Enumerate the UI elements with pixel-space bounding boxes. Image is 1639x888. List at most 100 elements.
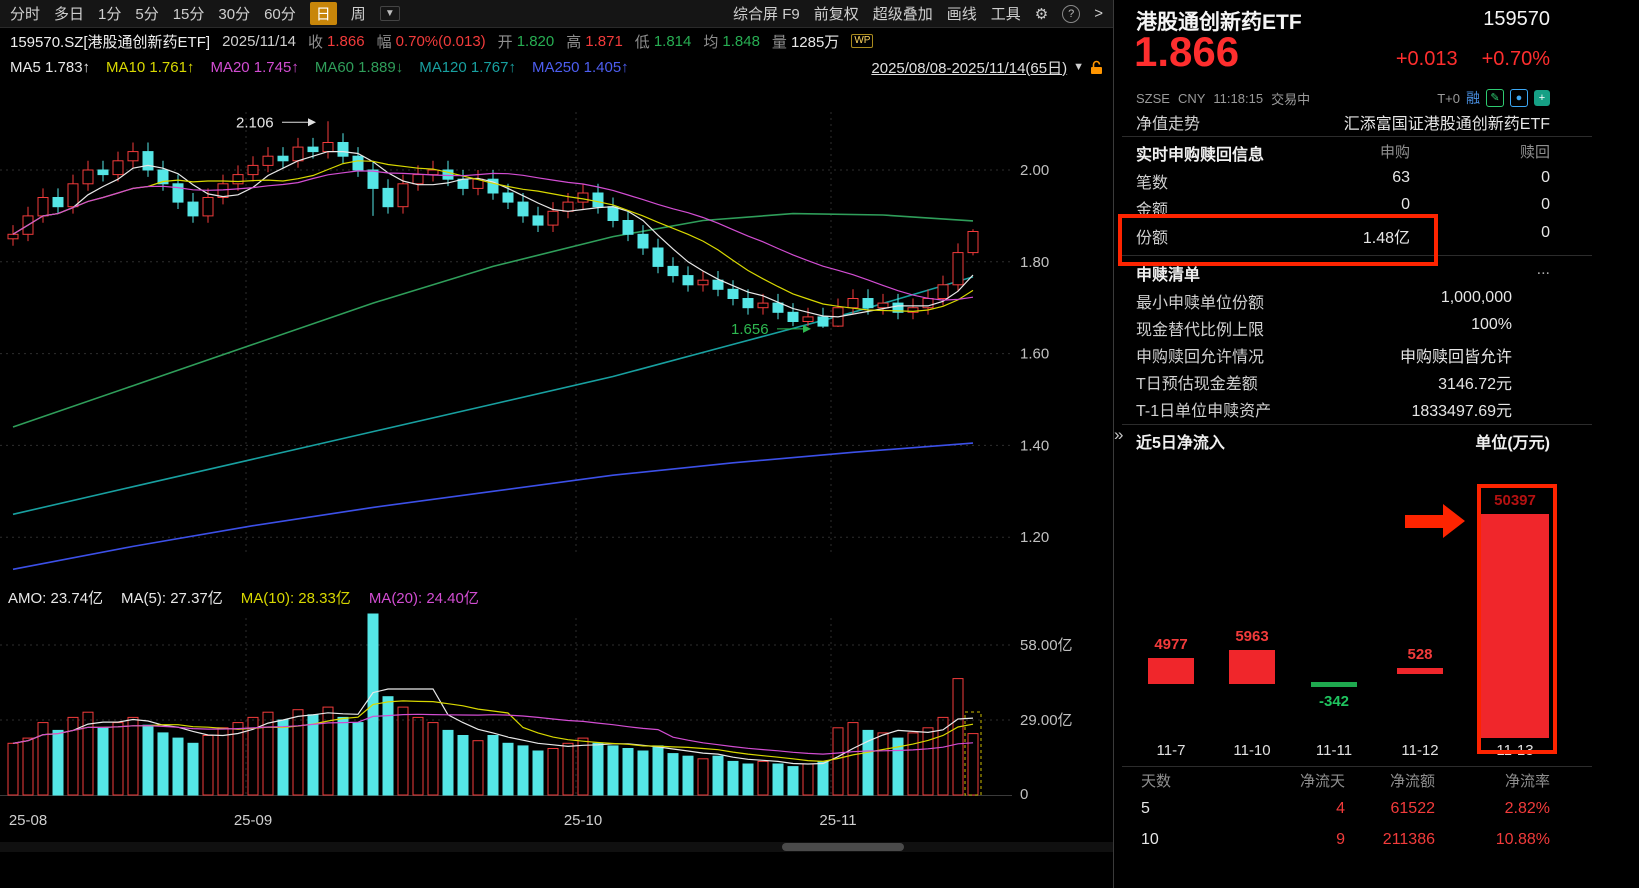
tab-30min[interactable]: 30分 [218, 6, 251, 23]
main-kline-chart[interactable]: 2.00 1.80 1.60 1.40 1.20 2.106 1.656 [0, 80, 1113, 585]
quote-row: 159570.SZ[港股通创新药ETF] 2025/11/14 收 1.866 … [0, 28, 1113, 54]
open-value: 1.820 [516, 32, 555, 50]
days-value: 5 [1141, 800, 1150, 817]
unlock-icon[interactable] [1090, 60, 1103, 75]
svg-text:29.00亿: 29.00亿 [1020, 712, 1073, 729]
price-change: +0.013 +0.70% [1396, 48, 1550, 71]
change-pct: +0.70% [1481, 48, 1550, 70]
realtime-header: 实时申购赎回信息 申购 赎回 [1136, 141, 1550, 167]
nav-fund-name: 汇添富国证港股通创新药ETF [1343, 116, 1550, 133]
change-abs: +0.013 [1395, 48, 1458, 70]
close-label: 收 [308, 33, 324, 51]
list-header[interactable]: 申赎清单 ... [1136, 261, 1550, 287]
row-label: 最小申赎单位份额 [1136, 295, 1265, 312]
ma10-value: MA10 1.761↑ [106, 58, 195, 76]
svg-text:1.60: 1.60 [1020, 346, 1049, 363]
annotation-arrow-head [1443, 504, 1465, 538]
tab-week[interactable]: 周 [350, 6, 366, 23]
flow-bar-value: 50397 [1494, 492, 1536, 509]
tab-fenshi[interactable]: 分时 [10, 6, 41, 23]
tab-1min[interactable]: 1分 [98, 6, 122, 23]
nav-row[interactable]: 净值走势 汇添富国证港股通创新药ETF [1136, 110, 1550, 136]
flow-date-label: 11-7 [1156, 742, 1186, 759]
avg-value: 1.848 [722, 32, 760, 50]
annotation-arrow [1405, 504, 1467, 539]
flow-bar-value: 528 [1407, 646, 1433, 663]
flow-header: 近5日净流入 单位(万元) [1136, 429, 1550, 455]
tool-tools[interactable]: 工具 [990, 6, 1021, 23]
volume-label: 量 [771, 33, 787, 51]
list-more[interactable]: ... [1536, 261, 1550, 278]
ma250-value: MA250 1.405↑ [531, 58, 629, 76]
chart-scrollbar[interactable] [0, 842, 1113, 852]
low-label: 低 [634, 33, 650, 51]
flow-date-label: 11-10 [1233, 742, 1271, 759]
pencil-icon[interactable]: ✎ [1486, 89, 1504, 107]
nav-label: 净值走势 [1136, 116, 1201, 133]
realtime-row-fene: 份额 1.48亿 0 [1136, 224, 1550, 250]
realtime-row-bishu: 笔数 63 0 [1136, 169, 1550, 195]
amo-value: AMO: 23.74亿 [8, 589, 104, 607]
tab-day[interactable]: 日 [309, 2, 337, 25]
volume-chart[interactable]: 58.00亿 29.00亿 0 [0, 610, 1113, 810]
panel-collapse-chevron[interactable]: » [1114, 425, 1124, 444]
x-axis-date-label: 25-11 [819, 812, 857, 829]
row-value: 申购赎回皆允许 [1399, 349, 1512, 366]
row-label: 笔数 [1136, 175, 1169, 192]
divider [1122, 136, 1592, 137]
x-axis-date-label: 25-09 [233, 812, 273, 829]
subscribe-value: 0 [1401, 196, 1410, 213]
date-range-wrap: 2025/08/08-2025/11/14(65日) ▼ [871, 57, 1103, 78]
drop-icon[interactable]: ● [1510, 89, 1528, 107]
flow-bar [1229, 650, 1275, 684]
change-label: 幅 [376, 33, 392, 51]
help-icon[interactable]: ? [1062, 4, 1081, 23]
tool-forward-adjust[interactable]: 前复权 [813, 6, 859, 23]
svg-text:58.00亿: 58.00亿 [1020, 637, 1073, 654]
tab-duori[interactable]: 多日 [54, 6, 85, 23]
tab-60min[interactable]: 60分 [264, 6, 296, 23]
market-info-row: SZSE CNY 11:18:15 交易中 T+0 融 ✎ ● + [1136, 88, 1550, 108]
row-label: 申购赎回允许情况 [1136, 349, 1265, 366]
trading-status: 交易中 [1271, 91, 1311, 107]
list-row: 现金替代比例上限 100% [1136, 316, 1550, 342]
more-chevron-icon[interactable]: > [1094, 5, 1103, 22]
divider [1122, 255, 1592, 256]
volume-value: 1285万 [790, 33, 840, 51]
date-range-dropdown-icon[interactable]: ▼ [1073, 61, 1084, 73]
date-range[interactable]: 2025/08/08-2025/11/14(65日) [871, 59, 1068, 77]
add-icon[interactable]: + [1534, 90, 1550, 106]
ma120-value: MA120 1.767↑ [419, 58, 516, 76]
flow-unit: 单位(万元) [1475, 435, 1550, 452]
tool-composite-f9[interactable]: 综合屏 F9 [733, 6, 800, 23]
flow-date-label: 11-12 [1401, 742, 1439, 759]
flow-bar [1481, 514, 1549, 738]
flow-bar [1148, 658, 1194, 684]
t0-flag: T+0 [1437, 90, 1460, 106]
ma-row: MA5 1.783↑ MA10 1.761↑ MA20 1.745↑ MA60 … [0, 54, 1113, 80]
net-rate-value: 10.88% [1495, 831, 1550, 848]
market-flags: T+0 融 ✎ ● + [1437, 88, 1550, 108]
svg-text:1.656: 1.656 [731, 321, 769, 338]
scrollbar-thumb[interactable] [782, 843, 904, 851]
flow-table-row: 5 4 61522 2.82% [1141, 800, 1550, 824]
row-label: T日预估现金差额 [1136, 376, 1258, 393]
tab-15min[interactable]: 15分 [172, 6, 205, 23]
redeem-value: 0 [1541, 169, 1550, 186]
quote-time: 11:18:15 [1213, 90, 1264, 106]
tab-5min[interactable]: 5分 [135, 6, 159, 23]
period-dropdown-icon[interactable]: ▼ [379, 6, 400, 21]
tool-super-overlay[interactable]: 超级叠加 [872, 6, 933, 23]
annotation-box-bar [1477, 484, 1557, 754]
low-value: 1.814 [653, 32, 692, 50]
settings-gear-icon[interactable]: ⚙ [1034, 5, 1049, 23]
net-amount-value: 61522 [1390, 800, 1436, 817]
etf-code: 159570 [1483, 8, 1550, 30]
tool-draw-line[interactable]: 画线 [946, 6, 977, 23]
net-days-value: 9 [1336, 831, 1345, 848]
svg-text:2.00: 2.00 [1020, 162, 1049, 179]
flow-bar-value: 4977 [1154, 636, 1188, 653]
net-days-value: 4 [1336, 800, 1345, 817]
wp-badge-icon: WP [851, 34, 874, 48]
